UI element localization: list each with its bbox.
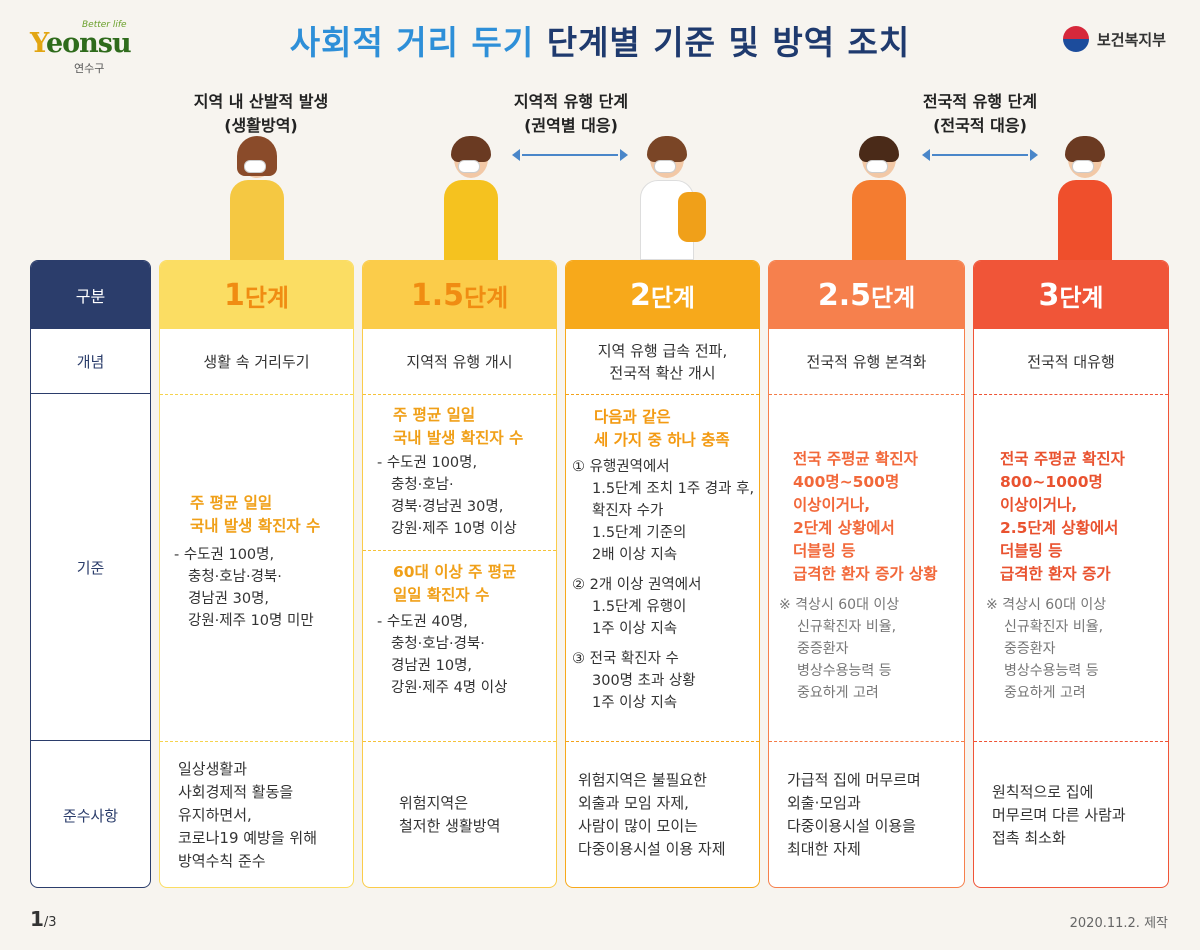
stage-2-concept: 지역 유행 급속 전파, 전국적 확산 개시	[597, 341, 728, 382]
stage-2-criteria: 다음과 같은 세 가지 중 하나 충족 ① 유행권역에서 1.5단계 조치 1주 …	[572, 408, 755, 711]
row-label-header: 구분	[31, 261, 150, 328]
row-label-column: 구분 개념 기준 준수사항	[30, 260, 151, 888]
stage-3-column: 3 단계 전국적 대유행 전국 주평균 확진자 800~1000명 이상이거나, 2.…	[973, 260, 1169, 888]
stage-25-rules: 가급적 집에 머무르며 외출·모임과 다중이용시설 이용을 최대한 자제	[787, 771, 921, 858]
page-indicator: 1/3	[30, 907, 57, 931]
stage-3-header: 3 단계	[974, 261, 1168, 329]
stage-15-criteria: 주 평균 일일 국내 발생 확진자 수 - 수도권 100명, 충청·호남· 경북…	[363, 394, 556, 741]
ministry-name: 보건복지부	[1096, 30, 1166, 49]
logo-tagline: Better life	[82, 20, 127, 30]
yeonsu-logo: Better life Yeonsu 연수구	[30, 20, 150, 75]
taeguk-icon	[1062, 26, 1089, 52]
person-stage15-illustration	[430, 136, 510, 260]
stage-2-header: 2 단계	[566, 261, 759, 329]
phase-label-local: 지역 내 산발적 발생 (생활방역)	[193, 92, 329, 135]
stage-2-rules: 위험지역은 불필요한 외출과 모임 자제, 사람이 많이 모이는 다중이용시설 이용 …	[578, 771, 726, 858]
stage-15-column: 1.5 단계 지역적 유행 개시 주 평균 일일 국내 발생 확진자 수 - 수도권…	[362, 260, 557, 888]
title-highlight: 사회적 거리 두기	[289, 23, 535, 62]
stage-3-concept: 전국적 대유행	[1027, 352, 1115, 371]
phase-label-national: 전국적 유행 단계 (전국적 대응)	[922, 92, 1038, 135]
stage-15-concept: 지역적 유행 개시	[406, 352, 513, 371]
row-label-rules: 준수사항	[31, 740, 150, 887]
stage-1-column: 1 단계 생활 속 거리두기 주 평균 일일 국내 발생 확진자 수 - 수도권 1…	[159, 260, 354, 888]
stage-15-rules: 위험지역은 철저한 생활방역	[399, 794, 501, 835]
row-label-criteria: 기준	[31, 393, 150, 740]
stage-25-header: 2.5 단계	[769, 261, 964, 329]
stage-1-concept: 생활 속 거리두기	[203, 352, 310, 371]
arrow-national-icon	[922, 149, 1038, 161]
phase-label-regional: 지역적 유행 단계 (권역별 대응)	[513, 92, 629, 135]
stage-3-criteria: 전국 주평균 확진자 800~1000명 이상이거나, 2.5단계 상황에서 더블링 …	[986, 450, 1125, 701]
logo-wordmark: Yeonsu	[30, 28, 132, 59]
person-stage3-illustration	[1044, 136, 1124, 260]
stage-25-column: 2.5 단계 전국적 유행 본격화 전국 주평균 확진자 400명~500명 이상이거…	[768, 260, 965, 888]
title-rest: 단계별 기준 및 방역 조치	[534, 23, 911, 62]
row-label-concept: 개념	[31, 328, 150, 393]
person-stage25-illustration	[838, 136, 918, 260]
stage-1-criteria: 주 평균 일일 국내 발생 확진자 수 - 수도권 100명, 충청·호남·경북·…	[174, 494, 321, 629]
person-stage2-illustration	[626, 136, 706, 260]
stage-3-rules: 원칙적으로 집에 머무르며 다른 사람과 접촉 최소화	[992, 782, 1126, 847]
stage-15-header: 1.5 단계	[363, 261, 556, 329]
ministry-logo: 보건복지부	[1062, 26, 1166, 52]
logo-subtitle: 연수구	[74, 62, 105, 75]
stage-25-concept: 전국적 유행 본격화	[806, 352, 927, 371]
production-date: 2020.11.2. 제작	[1069, 916, 1168, 931]
stage-1-header: 1 단계	[160, 261, 353, 329]
stage-2-column: 2 단계 지역 유행 급속 전파, 전국적 확산 개시 다음과 같은 세 가지 중 하…	[565, 260, 760, 888]
person-stage1-illustration	[216, 136, 296, 260]
arrow-regional-icon	[512, 149, 628, 161]
stage-1-rules: 일상생활과 사회경제적 활동을 유지하면서, 코로나19 예방을 위해 방역수칙 준수	[178, 759, 318, 870]
page-title: 사회적 거리 두기 단계별 기준 및 방역 조치	[0, 16, 1200, 64]
